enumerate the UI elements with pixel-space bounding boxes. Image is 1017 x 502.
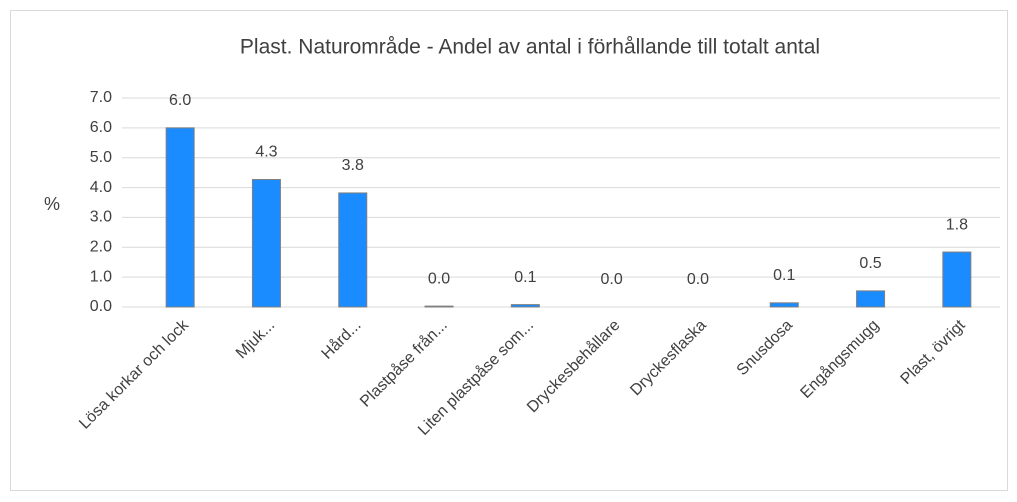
- bar: [424, 305, 454, 308]
- data-label: 6.0: [169, 92, 191, 109]
- chart-title: Plast. Naturområde - Andel av antal i fö…: [240, 36, 820, 59]
- y-tick-label: 5.0: [90, 149, 112, 166]
- bar: [769, 302, 799, 308]
- data-label: 0.0: [687, 271, 709, 288]
- bar: [338, 192, 368, 308]
- chart-border: [10, 10, 1008, 491]
- bar: [856, 290, 886, 308]
- y-tick-label: 7.0: [90, 89, 112, 106]
- bar: [165, 127, 195, 308]
- bar: [942, 251, 972, 308]
- data-label: 3.8: [342, 157, 364, 174]
- y-tick-label: 3.0: [90, 209, 112, 226]
- data-label: 0.0: [601, 271, 623, 288]
- y-tick-label: 2.0: [90, 239, 112, 256]
- data-label: 4.3: [255, 144, 277, 161]
- data-label: 0.1: [514, 269, 536, 286]
- data-label: 0.5: [859, 255, 881, 272]
- data-label: 0.0: [428, 270, 450, 287]
- y-tick-label: 6.0: [90, 119, 112, 136]
- y-tick-label: 1.0: [90, 268, 112, 285]
- y-tick-label: 0.0: [90, 298, 112, 315]
- y-tick-label: 4.0: [90, 179, 112, 196]
- bar: [510, 304, 540, 308]
- y-axis-title: %: [44, 194, 60, 214]
- bar: [251, 179, 281, 308]
- data-label: 0.1: [773, 267, 795, 284]
- data-label: 1.8: [946, 216, 968, 233]
